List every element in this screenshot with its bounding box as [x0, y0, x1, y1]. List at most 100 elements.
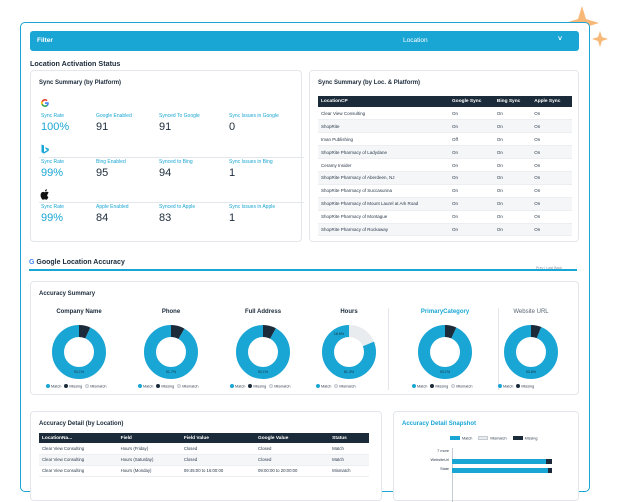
legend-dot-match — [138, 384, 142, 388]
legend-label: Match — [235, 384, 246, 389]
donut-slice-match[interactable] — [322, 325, 376, 379]
column-header[interactable]: Field — [117, 433, 181, 443]
legend-dot-missing — [430, 384, 435, 388]
table-cell: Match — [329, 443, 369, 455]
table-cell: Iman Publishing — [318, 132, 450, 147]
column-header[interactable]: LocationNa... — [39, 433, 118, 443]
table-cell: Ceramy Insider — [318, 158, 450, 172]
column-header[interactable]: Field Value — [180, 433, 256, 443]
donut-slice-match[interactable] — [504, 325, 558, 379]
sync-location-table: LocationCP Google Sync Bing Sync Apple Sync… — [318, 96, 572, 237]
table-row[interactable]: ShopRite Pharmacy of Rockaway On On On — [318, 223, 572, 237]
legend-swatch-mismatch — [478, 436, 489, 440]
table-cell: 09:45:00 to 16:00:00 — [180, 465, 256, 477]
table-cell: Closed — [180, 443, 256, 455]
stat-label: Bing Enabled — [96, 159, 126, 165]
donut-title: Full Address — [244, 309, 282, 315]
table-cell: On — [493, 210, 532, 224]
table-row[interactable]: Clear View Consulting Hours (Friday) Close… — [39, 443, 369, 455]
table-row[interactable]: Clear View Consulting Hours (Saturday) Clo… — [39, 454, 369, 466]
donut-legend: Match Mismatch — [313, 384, 356, 389]
legend-label: Missing — [521, 384, 535, 389]
table-row[interactable]: ShopRite Pharmacy of Succasunna On On On — [318, 184, 572, 198]
table-row[interactable]: ShopRite On On On — [318, 119, 572, 134]
donut-slice-match[interactable] — [236, 325, 290, 379]
stat-value: 1 — [229, 167, 236, 179]
table-row[interactable]: Clear View Consulting Hours (Monday) 09:45… — [39, 465, 369, 477]
table-cell: On — [531, 184, 572, 198]
bar-segment-missing[interactable] — [548, 468, 552, 473]
legend-label: Missing — [524, 436, 538, 441]
table-cell: Clear View Consulting — [318, 107, 450, 121]
table-row[interactable]: ShopRite Pharmacy of Aberdeen, NJ On On On — [318, 171, 572, 185]
table-cell: Clear View Consulting — [39, 454, 118, 466]
donut-legend: Match Missing Mismatch — [43, 384, 106, 389]
legend-dot-mismatch — [269, 384, 274, 388]
table-cell: On — [493, 223, 532, 237]
location-filter-dropdown[interactable]: Location — [403, 37, 428, 44]
google-accuracy-title: G Google Location Accuracy — [29, 259, 125, 266]
chevron-down-icon[interactable]: ˅ — [558, 36, 563, 43]
table-cell: Closed — [255, 443, 330, 455]
table-row[interactable]: ShopRite Pharmacy of Montague On On On — [318, 210, 572, 224]
stat-value: 95 — [96, 167, 109, 179]
donut-slice-match[interactable] — [144, 325, 198, 379]
divider — [39, 157, 304, 158]
donut-value-label: 91.7% — [166, 370, 177, 374]
table-row[interactable]: ShopRite Pharmacy of Mount Laurel at Ark… — [318, 197, 572, 211]
legend-label: Match — [51, 384, 62, 389]
table-cell: On — [449, 197, 494, 211]
table-cell: Clear View Consulting — [39, 465, 118, 477]
legend-label: Match — [143, 384, 154, 389]
stat-value: 91 — [159, 121, 172, 133]
table-cell: ShopRite Pharmacy of Rockaway — [318, 223, 450, 237]
table-cell: Off — [449, 132, 494, 147]
table-cell: ShopRite Pharmacy of Ladydane — [318, 145, 450, 160]
donut-slice-match[interactable] — [52, 325, 106, 379]
bar-segment-match[interactable] — [452, 459, 546, 464]
google-accuracy-label: Google Location Accuracy — [36, 259, 125, 266]
divider — [39, 202, 304, 203]
apple-icon — [40, 189, 50, 200]
google-icon: G — [29, 259, 35, 266]
location-activation-title: Location Activation Status — [30, 59, 121, 68]
filter-label: Filter — [37, 37, 53, 44]
legend-label: Mismatch — [182, 384, 199, 389]
donut-title: Website URL — [513, 309, 549, 315]
stat-label: Sync Issues in Apple — [229, 204, 276, 210]
donut-slice-match[interactable] — [418, 325, 472, 379]
column-header[interactable]: LocationCP — [318, 96, 450, 107]
bar-segment-match[interactable] — [452, 468, 548, 473]
table-cell: ShopRite — [318, 119, 450, 134]
table-cell: On — [449, 184, 494, 198]
column-header[interactable]: Apple Sync — [531, 96, 572, 107]
donut-legend: Match Missing — [495, 384, 534, 389]
column-header[interactable]: Google Value — [255, 433, 330, 443]
pagination-links[interactable]: Prev | Last Back — [536, 266, 563, 270]
sync-summary-platform-card: Sync Summary (by Platform) Sync Rate 100%… — [30, 70, 304, 242]
column-header[interactable]: Status — [329, 433, 369, 443]
table-cell: ShopRite Pharmacy of Aberdeen, NJ — [318, 171, 450, 185]
bar-segment-missing[interactable] — [545, 459, 552, 464]
table-cell: On — [493, 107, 532, 121]
donut-legend: Match Missing Mismatch — [227, 384, 290, 389]
table-cell: On — [449, 223, 494, 237]
legend-swatch-match — [450, 436, 460, 440]
legend-label: Mismatch — [490, 436, 507, 441]
donut-title: Hours — [340, 309, 358, 315]
filter-bar[interactable]: Filter Location ˅ — [30, 31, 579, 51]
table-row[interactable]: ShopRite Pharmacy of Ladydane On On On — [318, 145, 572, 160]
table-row[interactable]: Iman Publishing Off On On — [318, 132, 572, 147]
table-cell: On — [531, 132, 572, 147]
accuracy-summary-card: Accuracy Summary — [30, 281, 579, 395]
table-row[interactable]: Clear View Consulting On On On — [318, 107, 572, 121]
legend-dot-match — [230, 384, 234, 388]
table-row[interactable]: Ceramy Insider On On On — [318, 158, 572, 172]
column-header[interactable]: Google Sync — [449, 96, 494, 107]
legend-label: Missing — [69, 384, 83, 389]
accuracy-detail-title: Accuracy Detail (by Location) — [39, 421, 124, 427]
legend-swatch-missing — [512, 436, 523, 440]
stat-label: Synced to Apple — [159, 204, 196, 210]
table-cell: ShopRite Pharmacy of Mount Laurel at Ark… — [318, 197, 450, 211]
column-header[interactable]: Bing Sync — [493, 96, 532, 107]
